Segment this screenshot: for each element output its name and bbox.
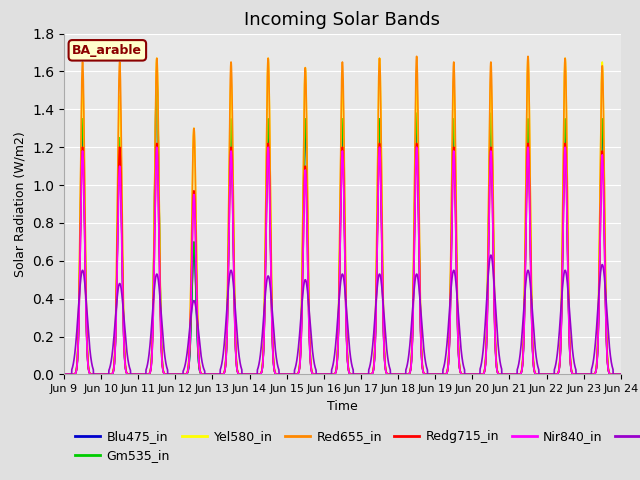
X-axis label: Time: Time — [327, 400, 358, 413]
Title: Incoming Solar Bands: Incoming Solar Bands — [244, 11, 440, 29]
Y-axis label: Solar Radiation (W/m2): Solar Radiation (W/m2) — [13, 131, 27, 277]
Text: BA_arable: BA_arable — [72, 44, 142, 57]
Legend: Blu475_in, Gm535_in, Yel580_in, Red655_in, Redg715_in, Nir840_in, Nir945_in: Blu475_in, Gm535_in, Yel580_in, Red655_i… — [70, 425, 640, 467]
